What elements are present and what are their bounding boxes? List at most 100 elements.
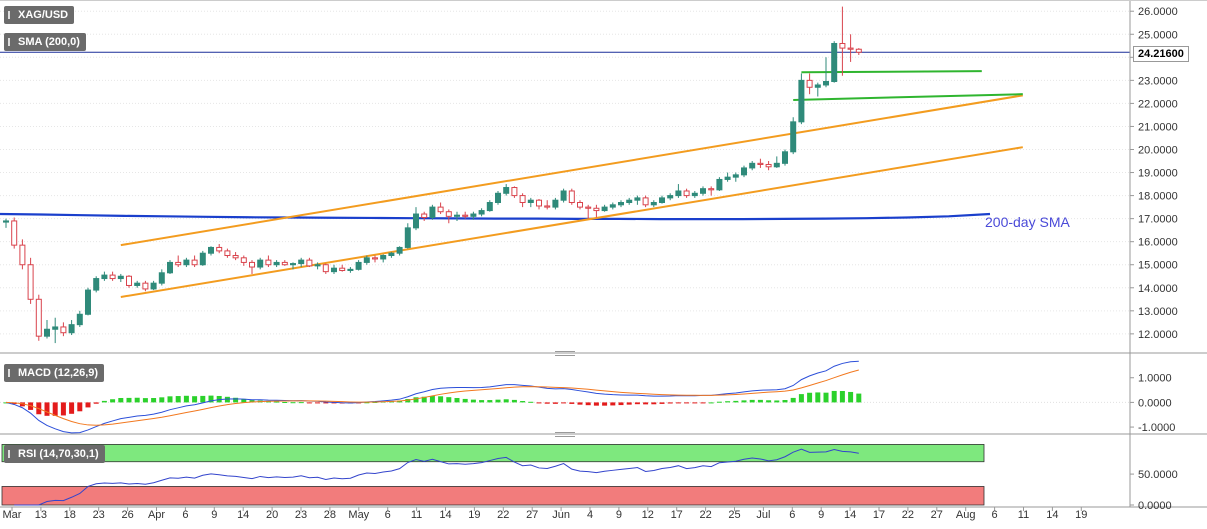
x-tick-label: 14: [439, 509, 451, 521]
macd-panel: [3, 360, 862, 434]
macd-histogram-bar: [569, 402, 575, 404]
macd-histogram-bar: [323, 402, 329, 404]
candle-body: [117, 275, 124, 280]
macd-histogram-bar: [848, 391, 854, 403]
candle-body: [757, 162, 764, 165]
rsi-tag[interactable]: RSI (14,70,30,1): [4, 445, 105, 463]
candle-body: [642, 197, 649, 206]
rsi-overbought-zone: [1, 444, 985, 463]
candle-body: [150, 282, 157, 290]
candle-body: [708, 188, 715, 191]
macd-histogram-bar: [610, 402, 616, 406]
sma-tag[interactable]: SMA (200,0): [4, 33, 86, 51]
candle-body: [306, 259, 313, 267]
candle-body: [322, 264, 329, 273]
y-tick-label: 50.0000: [1138, 469, 1178, 481]
candle-body: [93, 278, 100, 291]
macd-tag[interactable]: MACD (12,26,9): [4, 364, 105, 382]
rsi-label: RSI (14,70,30,1): [18, 448, 99, 460]
support-line: [801, 70, 982, 74]
candle-body: [199, 252, 206, 266]
candle-body: [265, 259, 272, 266]
macd-histogram-bar: [503, 399, 509, 403]
y-tick-label: 16.0000: [1138, 237, 1178, 249]
macd-histogram-bar: [274, 401, 280, 403]
candle-body: [495, 192, 501, 204]
y-tick-label: 25.0000: [1138, 29, 1178, 41]
candle-body: [101, 274, 108, 280]
candle-body: [823, 81, 829, 86]
x-tick-label: 22: [902, 509, 914, 521]
macd-histogram-bar: [528, 401, 534, 403]
panel-icon: [8, 450, 14, 458]
macd-histogram-bar: [282, 401, 288, 403]
sma-annotation: 200-day SMA: [985, 214, 1070, 230]
macd-histogram-bar: [774, 400, 780, 403]
x-tick-label: 28: [324, 509, 336, 521]
x-tick-label: 14: [237, 509, 249, 521]
candle-body: [191, 259, 198, 266]
candle-body: [454, 214, 460, 217]
macd-histogram-bar: [585, 402, 591, 406]
y-tick-label: 0.0000: [1138, 397, 1172, 409]
candle-body: [536, 199, 542, 207]
sma-annotation-text: 200-day SMA: [985, 214, 1070, 230]
macd-histogram-bar: [429, 396, 435, 403]
candle-body: [691, 192, 698, 197]
candle-body: [683, 190, 690, 197]
candle-body: [593, 207, 600, 212]
macd-histogram-bar: [634, 402, 640, 405]
pane-splitter-handle[interactable]: [555, 351, 575, 356]
macd-histogram-bar: [110, 399, 116, 403]
macd-histogram-bar: [798, 394, 804, 403]
sma-label: SMA (200,0): [18, 36, 80, 48]
candle-body: [650, 202, 657, 206]
y-tick-label: 13.0000: [1138, 306, 1178, 318]
candle-body: [52, 326, 59, 330]
x-tick-label: 25: [728, 509, 740, 521]
symbol-tag[interactable]: XAG/USD: [4, 6, 75, 24]
macd-histogram-bar: [306, 402, 312, 404]
macd-histogram-bar: [577, 402, 583, 405]
candle-body: [396, 246, 403, 254]
y-tick-label: 22.0000: [1138, 98, 1178, 110]
rsi-oversold-zone: [1, 486, 985, 506]
candle-body: [519, 195, 526, 204]
panel-icon: [8, 369, 14, 377]
candle-body: [11, 220, 18, 246]
x-tick-label: 6: [182, 509, 188, 521]
x-tick-label: 13: [35, 509, 47, 521]
macd-histogram-bar: [561, 402, 567, 404]
macd-histogram-bar: [142, 398, 148, 403]
candle-body: [3, 220, 9, 223]
macd-histogram-bar: [815, 392, 821, 403]
candle-body: [716, 178, 723, 191]
macd-histogram-bar: [536, 402, 542, 404]
x-tick-label: 17: [873, 509, 885, 521]
macd-histogram-bar: [298, 402, 304, 404]
x-tick-label: 19: [1075, 509, 1087, 521]
macd-label: MACD (12,26,9): [18, 367, 99, 379]
x-tick-label: 23: [295, 509, 307, 521]
candle-body: [142, 282, 149, 290]
candle-body: [232, 255, 239, 259]
panel-icon: [8, 11, 14, 19]
macd-histogram-bar: [233, 397, 239, 403]
candle-body: [363, 257, 370, 263]
x-tick-label: 4: [587, 509, 593, 521]
macd-histogram-bar: [520, 401, 526, 403]
candle-body: [806, 79, 813, 88]
y-tick-label: 0.0000: [1138, 500, 1172, 512]
y-tick-label: 20.0000: [1138, 144, 1178, 156]
pane-splitter-handle[interactable]: [555, 432, 575, 437]
candle-body: [380, 255, 387, 260]
candle-body: [798, 79, 805, 123]
candle-body: [486, 202, 493, 212]
candle-body: [183, 259, 190, 266]
macd-histogram-bar: [19, 402, 25, 407]
x-tick-label: 6: [789, 509, 795, 521]
candle-body: [626, 199, 633, 204]
candle-body: [552, 199, 559, 208]
macd-histogram-bar: [684, 402, 690, 404]
